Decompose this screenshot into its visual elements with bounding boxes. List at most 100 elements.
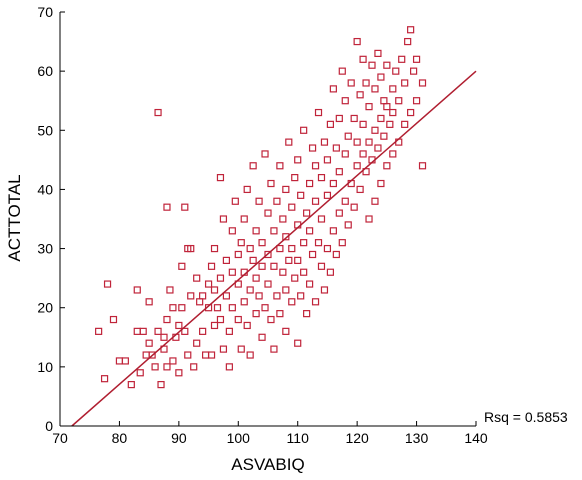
data-point xyxy=(225,327,233,335)
data-point xyxy=(252,274,260,282)
data-point xyxy=(359,55,367,63)
data-point xyxy=(276,162,284,170)
data-point xyxy=(353,37,361,46)
data-point xyxy=(115,357,124,365)
data-point xyxy=(303,310,311,318)
data-point xyxy=(216,174,225,182)
data-point xyxy=(362,79,370,87)
data-point xyxy=(255,292,263,300)
data-point xyxy=(193,274,201,282)
data-point xyxy=(166,286,174,294)
x-tick-label: 110 xyxy=(287,430,310,446)
data-point xyxy=(308,144,317,152)
rsq-annotation: Rsq = 0.5853 xyxy=(484,409,568,425)
data-point xyxy=(279,268,287,276)
axes-layer: 70 80 90 100 110 120 130 140 0 10 20 30 40 50 60 70 xyxy=(37,4,487,446)
data-point xyxy=(136,369,144,377)
data-point xyxy=(231,197,239,205)
data-point xyxy=(285,256,293,264)
data-point xyxy=(383,162,391,170)
data-point xyxy=(163,363,171,371)
x-tick-label: 70 xyxy=(52,430,68,446)
data-point xyxy=(184,351,192,359)
data-point xyxy=(392,67,400,75)
data-point xyxy=(157,381,165,389)
data-point xyxy=(145,339,153,347)
data-point xyxy=(249,256,257,264)
data-point xyxy=(270,227,278,235)
y-tick-label: 40 xyxy=(37,181,53,197)
y-tick-label: 70 xyxy=(37,4,53,20)
data-point xyxy=(210,286,219,294)
data-point xyxy=(418,79,427,87)
data-point xyxy=(306,179,314,188)
data-point xyxy=(196,298,204,306)
data-point xyxy=(261,304,269,312)
data-point xyxy=(326,120,334,128)
data-point xyxy=(282,286,290,294)
data-point xyxy=(202,351,210,359)
data-point xyxy=(282,233,290,241)
labels-layer: ASVABIQ ACTTOTAL Rsq = 0.5853 xyxy=(5,174,568,474)
data-point xyxy=(294,339,302,347)
y-tick-label: 50 xyxy=(37,122,53,138)
data-point xyxy=(160,345,168,353)
data-point xyxy=(389,85,397,93)
data-point xyxy=(306,280,314,288)
data-point xyxy=(190,363,198,371)
data-point xyxy=(353,138,361,146)
data-point xyxy=(311,162,320,170)
data-point xyxy=(335,209,343,217)
data-point xyxy=(204,280,213,288)
data-point xyxy=(341,97,349,105)
data-point xyxy=(371,197,379,205)
data-point xyxy=(234,315,242,324)
data-point xyxy=(228,227,236,235)
data-point xyxy=(243,321,251,330)
x-tick-label: 80 xyxy=(112,430,128,446)
data-point xyxy=(273,292,281,300)
data-point xyxy=(219,215,228,223)
data-point xyxy=(219,345,228,353)
data-point xyxy=(294,256,302,264)
data-point xyxy=(365,215,373,223)
data-point xyxy=(169,357,177,365)
y-tick-label: 20 xyxy=(37,300,53,316)
data-point xyxy=(377,114,385,123)
data-point xyxy=(335,168,343,176)
data-point xyxy=(216,274,225,282)
data-point xyxy=(371,85,379,93)
data-point xyxy=(389,108,397,117)
data-point xyxy=(323,156,332,164)
data-point xyxy=(258,239,266,247)
data-point xyxy=(261,150,269,158)
data-point xyxy=(291,274,299,282)
data-point xyxy=(308,250,317,259)
data-point xyxy=(175,369,183,377)
data-point xyxy=(317,262,326,270)
data-point xyxy=(317,215,326,223)
y-tick-label: 30 xyxy=(37,241,53,257)
fit-layer xyxy=(71,70,477,427)
data-point xyxy=(109,315,118,324)
data-point xyxy=(329,85,337,93)
data-point xyxy=(240,298,248,306)
data-point xyxy=(222,256,230,264)
data-point xyxy=(359,120,367,128)
data-point xyxy=(127,381,135,389)
data-point xyxy=(320,286,329,294)
data-point xyxy=(300,268,308,276)
data-point xyxy=(237,345,245,353)
x-axis-title: ASVABIQ xyxy=(231,455,304,474)
data-point xyxy=(303,209,311,217)
data-point xyxy=(380,132,388,140)
data-point xyxy=(410,67,418,75)
data-point xyxy=(178,262,186,270)
data-point xyxy=(270,262,278,270)
data-point xyxy=(335,114,343,123)
data-point xyxy=(285,138,293,146)
data-point xyxy=(139,327,147,335)
data-point xyxy=(380,97,388,105)
data-point xyxy=(160,333,168,341)
